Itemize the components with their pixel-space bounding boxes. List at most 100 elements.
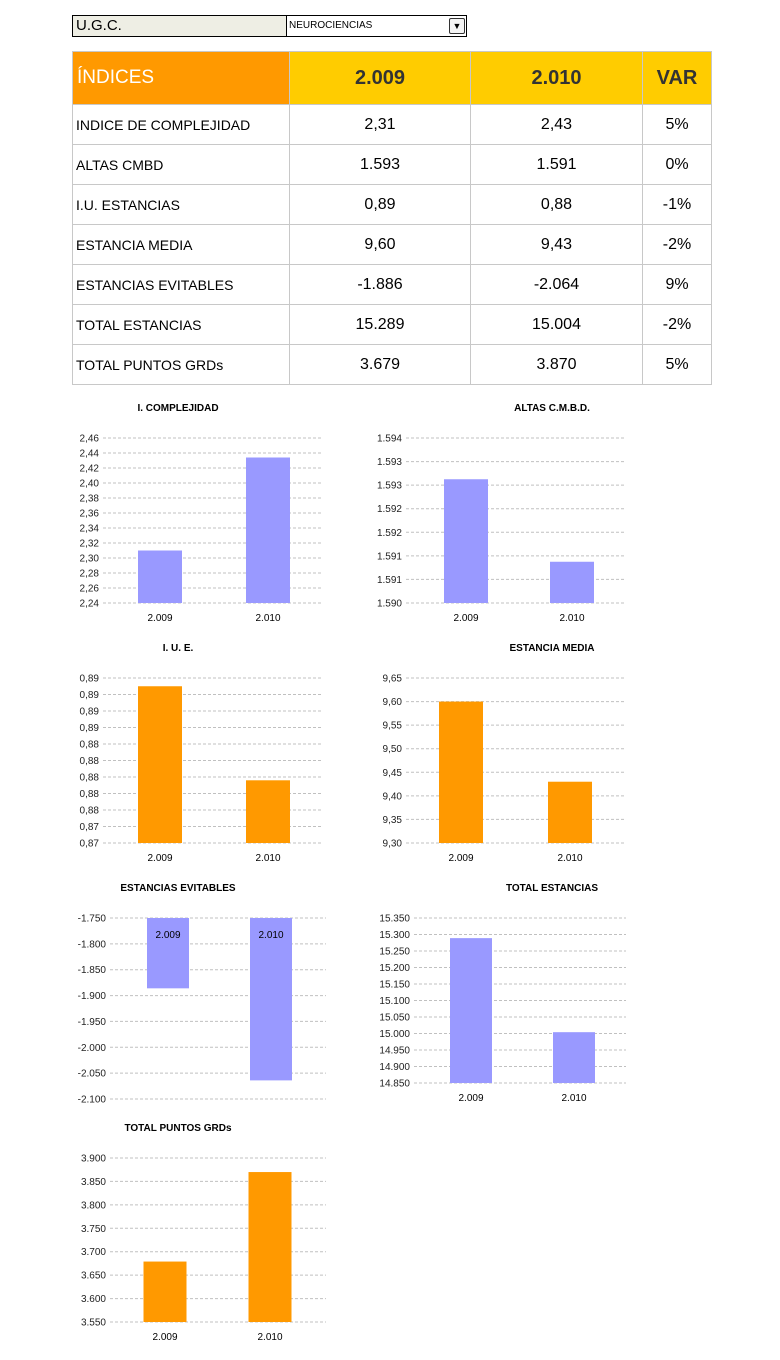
y-tick-label: 9,65	[383, 674, 403, 685]
value-var: 5%	[642, 104, 712, 145]
header-var: VAR	[642, 51, 712, 105]
y-tick-label: 2,28	[80, 569, 100, 580]
table-row: TOTAL PUNTOS GRDs 3.679 3.870 5%	[72, 344, 712, 385]
value-var: 0%	[642, 144, 712, 185]
table-row: TOTAL ESTANCIAS 15.289 15.004 -2%	[72, 304, 712, 345]
x-tick-label: 2.009	[147, 853, 172, 864]
chart-3: I. U. E. 0,89 0,89 0,89 0,89 0,88 0,88 0,88 0,88…	[80, 643, 323, 864]
x-tick-label: 2.009	[453, 613, 478, 624]
chevron-down-icon[interactable]: ▼	[449, 18, 465, 34]
y-tick-label: -2.100	[78, 1095, 107, 1106]
x-tick-label: 2.010	[559, 613, 584, 624]
y-tick-label: -1.750	[78, 914, 107, 925]
bar-2.010	[246, 780, 290, 843]
chart-title: ALTAS C.M.B.D.	[514, 403, 590, 414]
y-tick-label: 3.650	[81, 1271, 106, 1282]
y-tick-label: 1.592	[377, 528, 402, 539]
y-tick-label: 1.590	[377, 599, 402, 610]
value-2010: 9,43	[470, 224, 643, 265]
y-tick-label: 0,89	[80, 674, 100, 685]
chart-1: I. COMPLEJIDAD 2,46 2,44 2,42 2,40 2,38 2,36 2,…	[80, 403, 323, 624]
chart-5: ESTANCIAS EVITABLES -1.750 -1.800 -1.850 -1.…	[78, 883, 326, 1106]
y-tick-label: 2,26	[80, 584, 100, 595]
bar-2.009	[450, 938, 492, 1083]
value-var: -1%	[642, 184, 712, 225]
chart-title: TOTAL ESTANCIAS	[506, 883, 598, 894]
y-tick-label: 1.594	[377, 434, 402, 445]
table-row: I.U. ESTANCIAS 0,89 0,88 -1%	[72, 184, 712, 225]
x-tick-label: 2.009	[147, 613, 172, 624]
value-2009: -1.886	[289, 264, 471, 305]
value-2009: 2,31	[289, 104, 471, 145]
chart-title: ESTANCIA MEDIA	[510, 643, 595, 654]
y-tick-label: -1.850	[78, 965, 107, 976]
value-2009: 1.593	[289, 144, 471, 185]
y-tick-label: 2,24	[80, 599, 100, 610]
y-tick-label: 2,30	[80, 554, 100, 565]
y-tick-label: 9,60	[383, 697, 403, 708]
bar-category-label: 2.010	[258, 930, 283, 941]
y-tick-label: 3.850	[81, 1177, 106, 1188]
y-tick-label: 0,88	[80, 740, 100, 751]
y-tick-label: 3.550	[81, 1318, 106, 1329]
y-tick-label: 9,35	[383, 815, 403, 826]
y-tick-label: 0,89	[80, 723, 100, 734]
y-tick-label: 0,88	[80, 756, 100, 767]
value-var: -2%	[642, 304, 712, 345]
y-tick-label: 1.591	[377, 575, 402, 586]
y-tick-label: 3.900	[81, 1154, 106, 1165]
y-tick-label: -1.900	[78, 991, 107, 1002]
y-tick-label: 3.800	[81, 1200, 106, 1211]
y-tick-label: 14.950	[379, 1046, 410, 1057]
y-tick-label: -1.800	[78, 939, 107, 950]
chart-title: I. U. E.	[163, 643, 194, 654]
row-label: INDICE DE COMPLEJIDAD	[72, 104, 290, 145]
ugc-dropdown[interactable]: NEUROCIENCIAS ▼	[286, 15, 467, 37]
y-tick-label: 1.592	[377, 504, 402, 515]
bar-2.010	[250, 918, 292, 1081]
header-indices: ÍNDICES	[72, 51, 290, 105]
y-tick-label: 2,38	[80, 494, 100, 505]
bar-2.009	[138, 686, 182, 843]
bar-2.010	[553, 1032, 595, 1083]
y-tick-label: 1.593	[377, 457, 402, 468]
y-tick-label: 14.850	[379, 1079, 410, 1090]
y-tick-label: 0,87	[80, 822, 100, 833]
x-tick-label: 2.010	[557, 853, 582, 864]
y-tick-label: 3.750	[81, 1224, 106, 1235]
y-tick-label: 2,36	[80, 509, 100, 520]
value-2010: -2.064	[470, 264, 643, 305]
bar-2.010	[550, 561, 594, 603]
ugc-dropdown-value: NEUROCIENCIAS	[289, 20, 373, 31]
y-tick-label: 3.700	[81, 1247, 106, 1258]
chart-title: I. COMPLEJIDAD	[137, 403, 218, 414]
table-row: ESTANCIAS EVITABLES -1.886 -2.064 9%	[72, 264, 712, 305]
y-tick-label: 9,40	[383, 791, 403, 802]
bar-category-label: 2.009	[155, 930, 180, 941]
indices-table: ÍNDICES 2.009 2.010 VAR INDICE DE COMPLE…	[72, 51, 712, 385]
table-row: ESTANCIA MEDIA 9,60 9,43 -2%	[72, 224, 712, 265]
y-tick-label: 2,46	[80, 434, 100, 445]
x-tick-label: 2.010	[255, 853, 280, 864]
bar-2.010	[248, 1172, 292, 1322]
y-tick-label: 2,44	[80, 449, 100, 460]
bar-2.009	[143, 1261, 187, 1322]
value-var: 5%	[642, 344, 712, 385]
y-tick-label: 15.100	[379, 996, 410, 1007]
x-tick-label: 2.010	[257, 1332, 282, 1343]
chart-6: TOTAL ESTANCIAS 15.350 15.300 15.250 15.200 1…	[379, 883, 626, 1104]
y-tick-label: 2,42	[80, 464, 100, 475]
value-2009: 3.679	[289, 344, 471, 385]
chart-7: TOTAL PUNTOS GRDs 3.900 3.850 3.800 3.750 3.7…	[81, 1123, 326, 1343]
x-tick-label: 2.009	[152, 1332, 177, 1343]
bar-2.010	[246, 457, 290, 603]
y-tick-label: 9,30	[383, 839, 403, 850]
y-tick-label: -2.050	[78, 1069, 107, 1080]
y-tick-label: 15.300	[379, 930, 410, 941]
y-tick-label: 15.350	[379, 914, 410, 925]
y-tick-label: 2,40	[80, 479, 100, 490]
bar-2.009	[147, 918, 189, 989]
y-tick-label: 15.150	[379, 980, 410, 991]
x-tick-label: 2.009	[458, 1093, 483, 1104]
